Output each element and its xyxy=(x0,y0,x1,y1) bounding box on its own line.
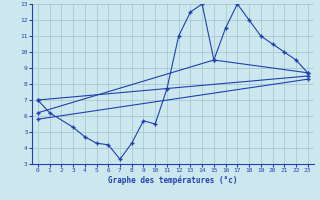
X-axis label: Graphe des températures (°c): Graphe des températures (°c) xyxy=(108,176,237,185)
